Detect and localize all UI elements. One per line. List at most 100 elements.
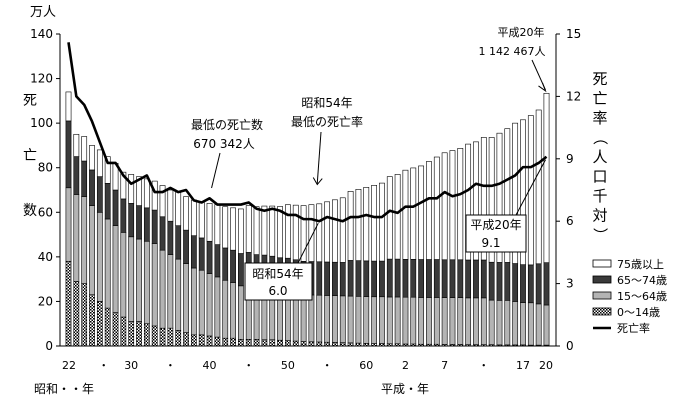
bar-segment-age-15-64: [96, 211, 103, 302]
left-tick-label: 120: [30, 72, 53, 86]
annotation-min-rate-line1: 昭和54年: [301, 96, 352, 110]
bar-segment-age-65-74: [96, 176, 103, 213]
bar-segment-age-0-14: [190, 334, 197, 347]
bar-segment-age-65-74: [230, 249, 236, 283]
bar-segment-age-0-14: [332, 342, 338, 347]
bar-segment-age-75-plus: [488, 137, 495, 263]
bar-segment-age-75-plus: [222, 206, 229, 249]
bar-segment-age-15-64: [300, 294, 307, 342]
bar-segment-age-75-plus: [285, 204, 291, 259]
x-tick-label: 20: [539, 359, 553, 372]
bar-segment-age-75-plus: [512, 122, 519, 264]
bar-segment-age-0-14: [230, 337, 236, 347]
bar-segment-age-15-64: [386, 296, 393, 345]
x-tick-label: 22: [62, 359, 76, 372]
bar-segment-age-15-64: [402, 296, 409, 345]
bar-segment-age-0-14: [253, 339, 260, 347]
death-rate-line-group: [67, 42, 548, 223]
legend-label: 75歳以上: [617, 258, 664, 271]
bar-segment-age-65-74: [488, 261, 495, 301]
bar-segment-age-75-plus: [261, 205, 268, 256]
bar-segment-age-65-74: [167, 220, 174, 255]
bar-segment-age-0-14: [308, 341, 315, 347]
bar-segment-age-15-64: [394, 296, 401, 345]
bar-segment-age-65-74: [104, 183, 111, 220]
legend-swatch-15-64: [592, 291, 612, 300]
annotation-min-deaths-line2: 670 342人: [193, 137, 255, 151]
bar-segment-age-15-64: [433, 297, 440, 345]
bar-segment-age-15-64: [441, 297, 448, 345]
x-tick-label: ・: [165, 359, 176, 372]
legend-label: 15～64歳: [617, 290, 667, 303]
bar-segment-age-75-plus: [96, 149, 103, 177]
bar-segment-age-75-plus: [371, 185, 377, 262]
bar-segment-age-0-14: [245, 339, 252, 347]
annotation-box-s54-line2: 6.0: [268, 284, 287, 298]
right-tick-label: 0: [566, 339, 574, 353]
bar-segment-age-0-14: [183, 332, 189, 347]
bar-segment-age-15-64: [527, 302, 534, 346]
bar-segment-age-15-64: [230, 282, 236, 339]
bar-segment-age-75-plus: [496, 132, 503, 263]
bar-segment-age-75-plus: [183, 196, 189, 231]
bar-segment-age-65-74: [520, 264, 526, 303]
era-label-heisei: 平成・年: [381, 382, 429, 396]
bar-segment-age-65-74: [81, 160, 88, 197]
bar-segment-age-15-64: [308, 294, 315, 343]
bar-segment-age-15-64: [339, 295, 346, 343]
x-tick-label: ・: [322, 359, 333, 372]
bar-segment-age-65-74: [151, 209, 158, 244]
bar-segment-age-0-14: [198, 334, 205, 347]
bar-segment-age-0-14: [339, 342, 346, 347]
bar-segment-age-65-74: [473, 259, 479, 299]
bar-segment-age-65-74: [112, 189, 119, 226]
bar-segment-age-65-74: [65, 120, 72, 189]
bar-segment-age-65-74: [433, 259, 440, 298]
bar-segment-age-0-14: [277, 339, 283, 347]
annotation-box-s54: [244, 262, 313, 301]
right-tick-label: 12: [566, 89, 581, 103]
bar-segment-age-15-64: [316, 294, 323, 343]
bar-segment-age-65-74: [496, 262, 503, 301]
bar-segment-age-65-74: [394, 258, 401, 298]
bar-segment-age-0-14: [324, 341, 330, 347]
bar-segment-age-65-74: [386, 258, 393, 298]
bar-segment-age-65-74: [120, 198, 127, 233]
bar-segment-age-15-64: [488, 299, 495, 345]
bar-segment-age-65-74: [214, 244, 221, 278]
bar-segment-age-75-plus: [394, 174, 401, 260]
bar-segment-age-0-14: [120, 316, 127, 347]
bar-segment-age-15-64: [136, 238, 142, 322]
bar-segment-age-75-plus: [269, 205, 276, 257]
bar-segment-age-75-plus: [355, 189, 362, 261]
bar-segment-age-15-64: [496, 300, 503, 346]
bar-segment-age-15-64: [480, 297, 487, 345]
annotation-box-h20-line2: 9.1: [481, 236, 500, 250]
left-tick-label: 60: [38, 205, 53, 219]
x-tick-label: 50: [281, 359, 295, 372]
bar-segment-age-15-64: [214, 276, 221, 338]
x-tick-label: ・: [243, 359, 254, 372]
bar-segment-age-0-14: [112, 312, 119, 347]
bar-segment-age-0-14: [222, 337, 229, 347]
left-axis-label-char: 死: [23, 93, 37, 109]
bar-segment-age-0-14: [214, 336, 221, 347]
right-axis-label-char: 人: [592, 148, 607, 166]
right-axis-label-char: 千: [592, 187, 607, 205]
bar-segment-age-15-64: [65, 187, 72, 262]
bar-segment-age-15-64: [457, 297, 464, 345]
bar-segment-age-65-74: [480, 259, 487, 299]
bar-segment-age-15-64: [465, 297, 472, 345]
bar-segment-age-15-64: [543, 304, 550, 346]
bar-segment-age-75-plus: [214, 204, 221, 245]
bar-segment-age-0-14: [300, 341, 307, 347]
left-tick-label: 80: [38, 161, 53, 175]
bar-segment-age-65-74: [136, 205, 142, 240]
x-tick-label: 60: [359, 359, 373, 372]
bar-segment-age-75-plus: [433, 156, 440, 260]
bar-segment-age-75-plus: [206, 203, 213, 242]
bar-segment-age-15-64: [347, 295, 354, 344]
bar-segment-age-15-64: [410, 296, 417, 345]
bar-segment-age-75-plus: [410, 167, 417, 260]
annotation-h20-deaths-line1: 平成20年: [498, 25, 545, 39]
